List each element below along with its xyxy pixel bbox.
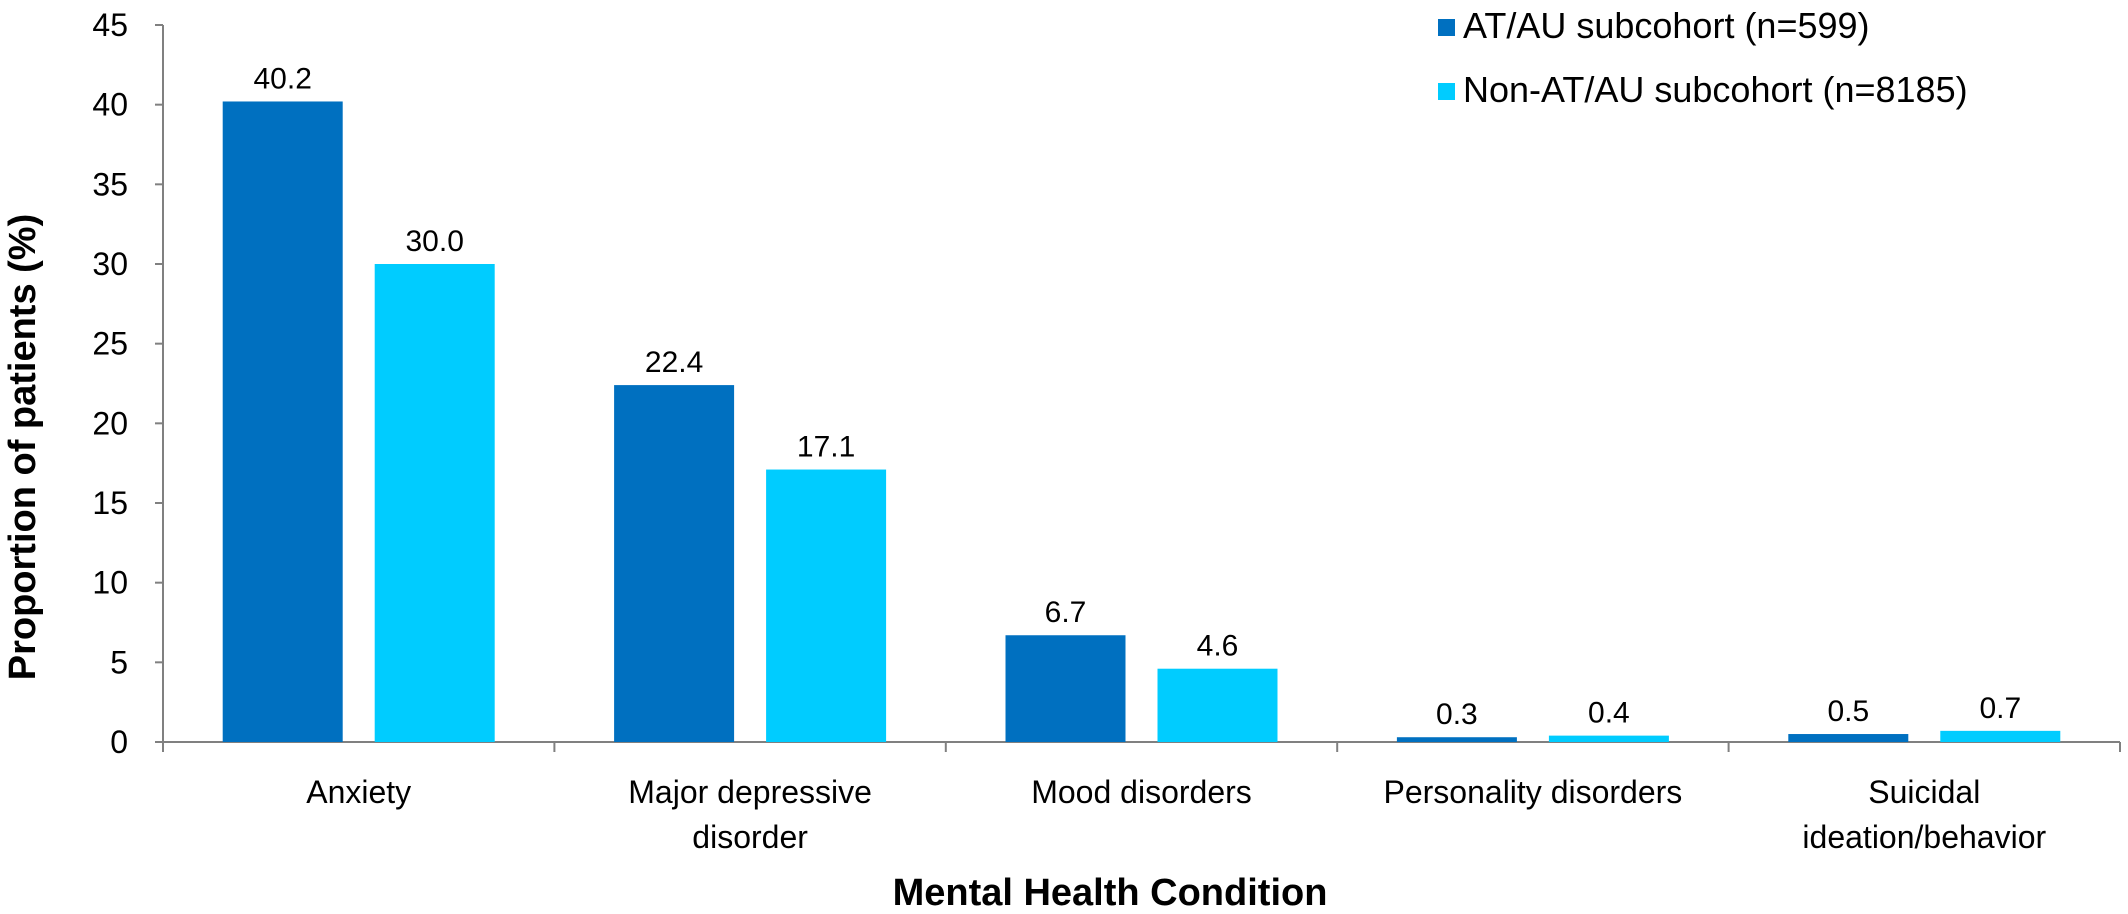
x-category-label-line: Mood disorders xyxy=(1031,774,1252,810)
y-axis: 0 5 10 15 20 25 30 35 40 45 xyxy=(92,7,164,760)
y-tick-label: 45 xyxy=(92,7,128,43)
x-category-label-line: Suicidal xyxy=(1868,774,1980,810)
y-axis-title: Proportion of patients (%) xyxy=(2,214,44,681)
bars xyxy=(222,101,2061,743)
x-category-label: Anxiety xyxy=(306,774,411,810)
x-category-label: Mood disorders xyxy=(1031,774,1252,810)
bar-series-1 xyxy=(1005,635,1126,742)
y-tick-label: 10 xyxy=(92,565,128,601)
x-category-label: Personality disorders xyxy=(1384,774,1683,810)
bar-series-2 xyxy=(374,264,495,742)
data-label: 0.3 xyxy=(1436,698,1478,731)
y-tick-label: 0 xyxy=(110,724,128,760)
bar-series-1 xyxy=(614,385,735,742)
bar-series-1 xyxy=(1788,734,1909,742)
legend-swatch xyxy=(1438,83,1455,100)
x-category-label-line: Major depressive xyxy=(628,774,872,810)
data-label: 6.7 xyxy=(1045,596,1087,629)
data-label: 40.2 xyxy=(254,62,312,95)
x-category-label-line: Personality disorders xyxy=(1384,774,1683,810)
x-category-label-line: Anxiety xyxy=(306,774,411,810)
data-label: 0.4 xyxy=(1588,697,1630,730)
legend-swatch xyxy=(1438,19,1455,36)
bar-series-1 xyxy=(1396,737,1517,742)
data-label: 30.0 xyxy=(406,225,464,258)
x-axis: Anxiety Major depressive disorder Mood diso… xyxy=(162,741,2121,855)
x-category-label: Major depressive disorder xyxy=(628,774,872,855)
x-category-label: Suicidal ideation/behavior xyxy=(1802,774,2046,855)
y-tick-label: 5 xyxy=(110,644,128,680)
y-tick-label: 40 xyxy=(92,87,128,123)
y-tick-label: 25 xyxy=(92,326,128,362)
y-tick-label: 20 xyxy=(92,405,128,441)
data-labels: 40.2 30.0 22.4 17.1 6.7 4.6 0.3 0.4 0.5 0.7 xyxy=(254,62,2022,731)
legend: AT/AU subcohort (n=599) Non-AT/AU subcoho… xyxy=(1438,5,1968,110)
data-label: 0.7 xyxy=(1979,692,2021,725)
data-label: 17.1 xyxy=(797,431,855,464)
y-tick-label: 35 xyxy=(92,166,128,202)
legend-label: Non-AT/AU subcohort (n=8185) xyxy=(1463,69,1968,110)
bar-series-2 xyxy=(1940,730,2061,742)
x-axis-title: Mental Health Condition xyxy=(893,872,1328,914)
x-category-label-line: ideation/behavior xyxy=(1802,819,2046,855)
bar-series-2 xyxy=(1548,735,1669,742)
bar-series-2 xyxy=(766,469,887,742)
bar-series-2 xyxy=(1157,668,1278,742)
legend-label: AT/AU subcohort (n=599) xyxy=(1463,5,1870,46)
x-category-label-line: disorder xyxy=(692,819,808,855)
bar-series-1 xyxy=(222,101,343,743)
data-label: 22.4 xyxy=(645,346,703,379)
y-tick-label: 15 xyxy=(92,485,128,521)
data-label: 0.5 xyxy=(1827,695,1869,728)
y-tick-label: 30 xyxy=(92,246,128,282)
data-label: 4.6 xyxy=(1197,630,1239,663)
